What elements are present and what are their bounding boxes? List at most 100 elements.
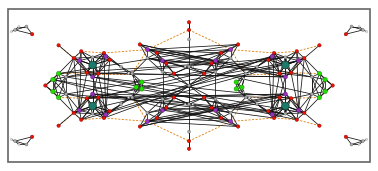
Circle shape: [119, 103, 122, 106]
Circle shape: [91, 56, 94, 59]
Circle shape: [164, 106, 168, 109]
Circle shape: [229, 119, 232, 123]
Circle shape: [318, 44, 321, 47]
Circle shape: [318, 124, 321, 127]
Circle shape: [350, 143, 353, 146]
Circle shape: [85, 71, 89, 74]
Circle shape: [155, 116, 159, 120]
Circle shape: [236, 125, 240, 128]
Circle shape: [25, 25, 28, 28]
Circle shape: [202, 72, 206, 75]
Circle shape: [57, 124, 60, 127]
Circle shape: [72, 56, 76, 60]
Circle shape: [210, 62, 214, 65]
Circle shape: [14, 140, 17, 143]
Circle shape: [131, 72, 134, 75]
Circle shape: [51, 77, 55, 82]
Circle shape: [85, 97, 89, 100]
Circle shape: [187, 38, 191, 41]
Circle shape: [79, 118, 83, 121]
Circle shape: [210, 106, 214, 109]
Circle shape: [56, 95, 61, 100]
Circle shape: [18, 25, 20, 28]
Circle shape: [127, 73, 130, 75]
Circle shape: [192, 103, 194, 105]
Circle shape: [248, 73, 251, 75]
Circle shape: [366, 138, 368, 140]
Circle shape: [358, 25, 360, 28]
Circle shape: [331, 84, 335, 87]
Circle shape: [131, 96, 134, 99]
Circle shape: [30, 32, 34, 36]
Circle shape: [344, 32, 348, 36]
Circle shape: [119, 65, 122, 68]
Circle shape: [14, 28, 17, 31]
Circle shape: [161, 108, 164, 112]
Circle shape: [10, 138, 12, 140]
Circle shape: [155, 51, 159, 55]
Circle shape: [323, 77, 327, 82]
Circle shape: [108, 109, 112, 113]
Circle shape: [104, 113, 108, 117]
Circle shape: [146, 111, 149, 114]
Circle shape: [139, 80, 144, 84]
Circle shape: [295, 118, 299, 121]
Circle shape: [289, 97, 293, 100]
Circle shape: [187, 21, 191, 24]
Circle shape: [214, 59, 217, 63]
Circle shape: [278, 96, 282, 99]
Circle shape: [138, 125, 142, 128]
Circle shape: [56, 71, 61, 76]
Circle shape: [202, 96, 206, 99]
Circle shape: [172, 96, 176, 99]
Circle shape: [65, 93, 68, 96]
Circle shape: [187, 28, 191, 32]
Circle shape: [89, 61, 96, 69]
Circle shape: [282, 61, 289, 69]
Circle shape: [134, 85, 138, 89]
Circle shape: [284, 112, 287, 115]
Circle shape: [184, 103, 186, 105]
Circle shape: [91, 75, 94, 79]
Circle shape: [270, 54, 274, 58]
Circle shape: [229, 48, 232, 52]
Circle shape: [284, 56, 287, 59]
Circle shape: [161, 59, 164, 63]
Circle shape: [43, 84, 47, 87]
Circle shape: [10, 31, 12, 33]
Circle shape: [219, 116, 223, 120]
Circle shape: [187, 139, 191, 143]
Circle shape: [187, 147, 191, 150]
Circle shape: [164, 62, 168, 65]
Circle shape: [244, 96, 247, 99]
Circle shape: [214, 70, 217, 73]
Circle shape: [214, 98, 217, 101]
Circle shape: [172, 72, 176, 75]
Circle shape: [65, 75, 68, 78]
Circle shape: [108, 58, 112, 62]
Circle shape: [77, 59, 81, 63]
Circle shape: [350, 25, 353, 28]
Circle shape: [289, 71, 293, 74]
Circle shape: [91, 92, 94, 96]
Circle shape: [139, 87, 144, 91]
Circle shape: [229, 111, 232, 114]
Circle shape: [344, 135, 348, 139]
Circle shape: [138, 43, 142, 46]
Circle shape: [317, 71, 322, 76]
Circle shape: [243, 78, 245, 80]
Circle shape: [187, 65, 191, 68]
Circle shape: [146, 48, 149, 52]
Circle shape: [284, 75, 287, 79]
Circle shape: [184, 66, 186, 68]
Circle shape: [317, 95, 322, 100]
Circle shape: [270, 113, 274, 117]
Circle shape: [240, 85, 244, 89]
Circle shape: [302, 56, 306, 60]
Circle shape: [282, 102, 289, 110]
Circle shape: [272, 116, 276, 120]
Circle shape: [72, 111, 76, 115]
Circle shape: [96, 72, 100, 75]
Circle shape: [366, 31, 368, 33]
Circle shape: [102, 116, 106, 120]
